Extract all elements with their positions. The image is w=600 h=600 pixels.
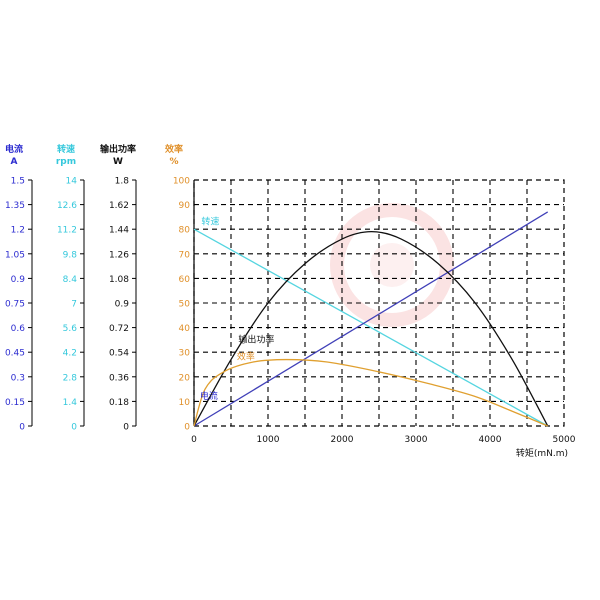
- x-tick-label: 3000: [405, 435, 428, 445]
- percent-tick-label: 30: [179, 349, 191, 359]
- axis-tick-label-current: 0.9: [11, 275, 26, 285]
- axis-tick-label-speed: 14: [66, 177, 78, 187]
- axis-tick-label-power: 0.9: [115, 300, 130, 310]
- axis-tick-label-power: 1.08: [109, 275, 129, 285]
- axis-tick-label-power: 0.18: [109, 398, 129, 408]
- percent-tick-label: 20: [179, 373, 191, 383]
- axis-tick-label-speed: 0: [71, 423, 77, 433]
- percent-tick-label: 50: [179, 300, 191, 310]
- percent-tick-label: 70: [179, 250, 191, 260]
- axis-tick-label-current: 0.45: [5, 349, 25, 359]
- axis-tick-label-power: 1.62: [109, 201, 129, 211]
- watermark-core: [370, 243, 414, 287]
- axis-tick-label-power: 1.44: [109, 226, 129, 236]
- x-tick-label: 0: [191, 435, 197, 445]
- x-tick-label: 4000: [479, 435, 502, 445]
- curve-label: 电流: [200, 390, 218, 402]
- axis-tick-label-speed: 12.6: [57, 201, 77, 211]
- axis-title-current: 电流: [5, 143, 23, 155]
- axis-tick-label-current: 1.2: [11, 226, 25, 236]
- percent-tick-label: 100: [173, 177, 190, 187]
- series-lines: [193, 211, 549, 427]
- percent-tick-label: 10: [179, 398, 191, 408]
- axis-tick-label-speed: 2.8: [63, 373, 78, 383]
- axis-tick-label-current: 0.3: [11, 373, 25, 383]
- axis-unit-current: A: [11, 157, 18, 167]
- axis-unit-power: W: [113, 157, 123, 167]
- axis-tick-label-speed: 4.2: [63, 349, 77, 359]
- axis-tick-label-current: 0: [19, 423, 25, 433]
- watermark-ring: [330, 203, 454, 327]
- axis-tick-label-speed: 1.4: [63, 398, 78, 408]
- percent-tick-label: 60: [179, 275, 191, 285]
- curve-label: 输出功率: [238, 333, 274, 345]
- axis-tick-label-speed: 7: [71, 300, 77, 310]
- series-line-power: [193, 231, 549, 427]
- series-line-efficiency: [193, 358, 548, 427]
- percent-tick-label: 90: [179, 201, 191, 211]
- axis-tick-label-speed: 8.4: [63, 275, 78, 285]
- axis-unit-speed: rpm: [56, 157, 76, 167]
- axis-tick-label-current: 0.15: [5, 398, 25, 408]
- percent-tick-label: 80: [179, 226, 191, 236]
- percent-tick-label: 40: [179, 324, 191, 334]
- axis-tick-label-current: 1.5: [11, 177, 25, 187]
- grid: [193, 179, 565, 427]
- series-line-current: [193, 211, 549, 427]
- axis-tick-label-speed: 11.2: [57, 226, 77, 236]
- axis-tick-label-power: 1.8: [115, 177, 130, 187]
- left-axes: 电流 A 0 0.15 0.3 0.45 0.6 0.75 0.9 1.05 1.2 1.35 1.5 转…: [5, 143, 183, 433]
- axis-tick-label-current: 0.75: [5, 300, 25, 310]
- x-axis-label: 转矩(mN.m): [516, 447, 568, 459]
- percent-axis: 0 10 20 30 40 50 60 70 80 90 100: [173, 177, 195, 433]
- axis-tick-label-power: 0.54: [109, 349, 129, 359]
- x-tick-label: 5000: [553, 435, 576, 445]
- series-line-speed: [193, 228, 549, 427]
- axis-tick-label-speed: 5.6: [63, 324, 78, 334]
- x-tick-label: 1000: [257, 435, 280, 445]
- axis-title-efficiency: 效率: [165, 143, 183, 155]
- curve-label: 转速: [201, 215, 219, 227]
- axis-tick-label-power: 0.72: [109, 324, 129, 334]
- axis-title-speed: 转速: [57, 143, 75, 155]
- x-tick-label: 2000: [331, 435, 354, 445]
- axis-tick-label-current: 1.35: [5, 201, 25, 211]
- axis-tick-label-speed: 9.8: [63, 250, 78, 260]
- axis-title-power: 输出功率: [100, 143, 136, 155]
- axis-tick-label-power: 1.26: [109, 250, 129, 260]
- curve-label: 效率: [237, 351, 255, 363]
- axis-tick-label-current: 0.6: [11, 324, 26, 334]
- percent-tick-label: 0: [184, 423, 190, 433]
- axis-tick-label-current: 1.05: [5, 250, 25, 260]
- axis-unit-efficiency: %: [169, 157, 178, 167]
- axis-tick-label-power: 0: [123, 423, 129, 433]
- axis-tick-label-power: 0.36: [109, 373, 129, 383]
- x-axis: 0 1000 2000 3000 4000 5000 转矩(mN.m): [191, 435, 576, 459]
